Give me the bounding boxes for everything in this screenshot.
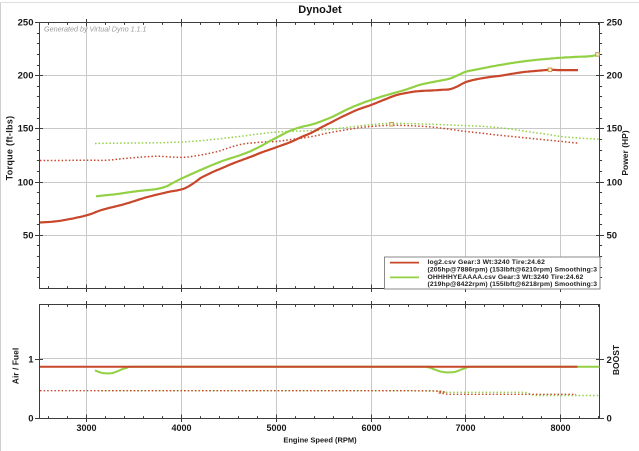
svg-text:Power (HP): Power (HP): [620, 130, 630, 176]
svg-text:250: 250: [18, 18, 34, 29]
svg-text:250: 250: [607, 18, 623, 29]
svg-text:OHHHHYEAAAA.csv Gear:3 Wt:3240: OHHHHYEAAAA.csv Gear:3 Wt:3240 Tire:24.6…: [428, 274, 584, 281]
svg-text:Torque (ft-lbs): Torque (ft-lbs): [5, 116, 15, 181]
svg-text:Generated by Virtual Dyno 1.1.: Generated by Virtual Dyno 1.1.1: [44, 25, 147, 34]
svg-text:50: 50: [607, 231, 618, 242]
svg-text:0: 0: [28, 414, 33, 425]
svg-text:Air / Fuel: Air / Fuel: [11, 348, 21, 384]
svg-text:(219hp@8422rpm) (155lbft@6218r: (219hp@8422rpm) (155lbft@6218rpm) Smooth…: [428, 281, 598, 288]
svg-text:8000: 8000: [550, 423, 570, 433]
svg-text:DynoJet: DynoJet: [298, 4, 342, 16]
svg-text:100: 100: [18, 178, 34, 189]
svg-text:150: 150: [607, 124, 623, 135]
svg-text:150: 150: [18, 124, 34, 135]
svg-text:5000: 5000: [266, 423, 286, 433]
svg-text:BOOST: BOOST: [611, 344, 621, 375]
svg-text:200: 200: [18, 71, 34, 82]
svg-text:2: 2: [607, 355, 612, 366]
svg-text:4000: 4000: [171, 423, 191, 433]
svg-text:log2.csv Gear:3 Wt:3240 Tire:2: log2.csv Gear:3 Wt:3240 Tire:24.62: [428, 259, 546, 266]
svg-text:6000: 6000: [361, 423, 381, 433]
svg-text:200: 200: [607, 71, 623, 82]
svg-text:50: 50: [23, 231, 34, 242]
svg-text:100: 100: [607, 178, 623, 189]
svg-text:1: 1: [28, 355, 34, 366]
svg-text:(205hp@7886rpm) (153lbft@6210r: (205hp@7886rpm) (153lbft@6210rpm) Smooth…: [428, 266, 598, 273]
svg-text:Engine Speed (RPM): Engine Speed (RPM): [283, 436, 357, 445]
svg-text:7000: 7000: [455, 423, 475, 433]
svg-text:3000: 3000: [76, 423, 96, 433]
svg-text:0: 0: [607, 414, 612, 425]
